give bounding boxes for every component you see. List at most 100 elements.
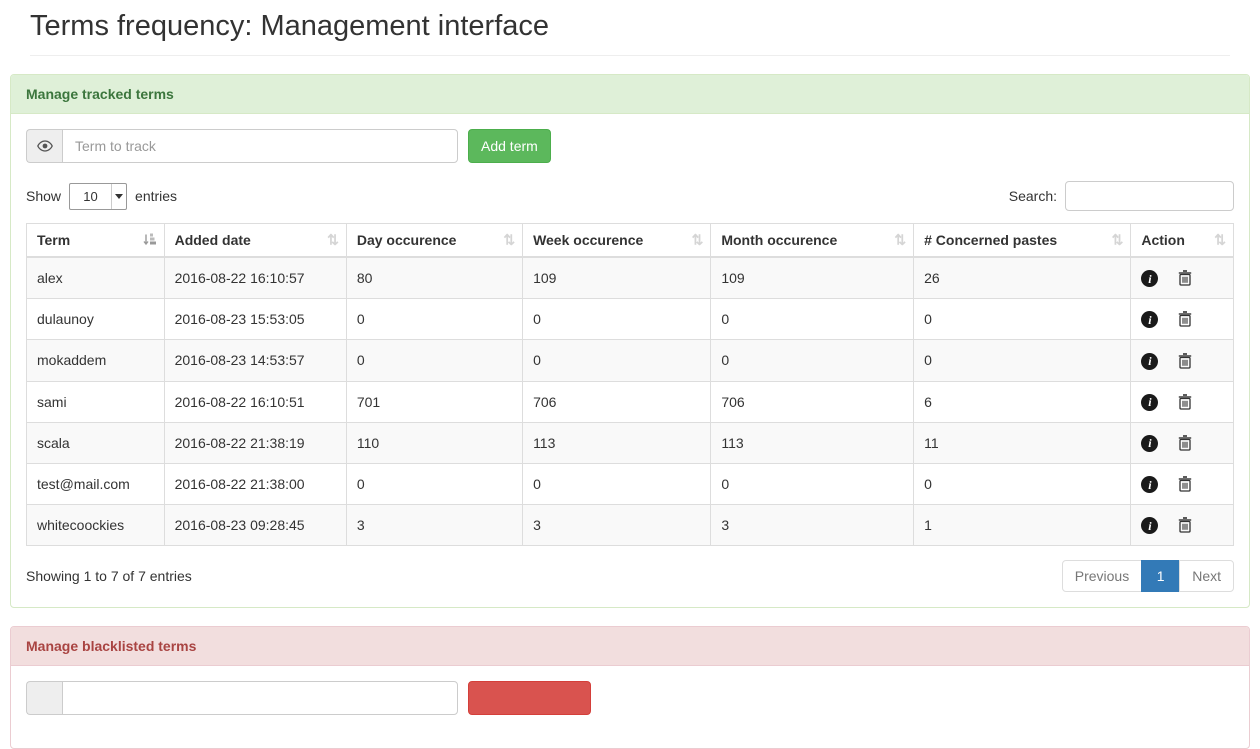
show-term-info-button[interactable] bbox=[1141, 352, 1158, 370]
blacklist-input-group bbox=[26, 681, 458, 715]
trash-icon bbox=[1178, 394, 1192, 410]
page-length-value: 10 bbox=[70, 184, 111, 209]
delete-term-button[interactable] bbox=[1178, 476, 1192, 492]
added-date-cell: 2016-08-22 16:10:51 bbox=[164, 381, 346, 422]
column-header-term[interactable]: Term bbox=[27, 224, 165, 258]
week-occurence-cell: 0 bbox=[523, 463, 711, 504]
table-info-text: Showing 1 to 7 of 7 entries bbox=[26, 568, 192, 584]
sort-asc-icon bbox=[143, 234, 157, 247]
column-header-action[interactable]: Action ⇅ bbox=[1131, 224, 1234, 258]
trash-icon bbox=[1178, 517, 1192, 533]
concerned-pastes-cell: 0 bbox=[914, 299, 1131, 340]
added-date-cell: 2016-08-22 21:38:19 bbox=[164, 422, 346, 463]
term-input-group bbox=[26, 129, 458, 163]
show-term-info-button[interactable] bbox=[1141, 311, 1158, 329]
action-cell bbox=[1131, 257, 1234, 299]
table-row: test@mail.com 2016-08-22 21:38:00 0 0 0 … bbox=[27, 463, 1234, 504]
week-occurence-cell: 706 bbox=[523, 381, 711, 422]
add-term-row: Add term bbox=[26, 129, 1234, 163]
column-header-concerned-pastes[interactable]: # Concerned pastes ⇅ bbox=[914, 224, 1131, 258]
term-cell: whitecoockies bbox=[27, 505, 165, 546]
table-row: alex 2016-08-22 16:10:57 80 109 109 26 bbox=[27, 257, 1234, 299]
info-icon bbox=[1141, 435, 1158, 452]
term-cell: test@mail.com bbox=[27, 463, 165, 504]
month-occurence-cell: 109 bbox=[711, 257, 914, 299]
tracked-terms-panel-heading: Manage tracked terms bbox=[11, 75, 1249, 114]
month-occurence-cell: 113 bbox=[711, 422, 914, 463]
day-occurence-cell: 0 bbox=[346, 340, 522, 381]
search-input[interactable] bbox=[1065, 181, 1234, 211]
add-blacklist-row bbox=[26, 681, 1234, 715]
show-term-info-button[interactable] bbox=[1141, 434, 1158, 452]
term-to-track-input[interactable] bbox=[62, 129, 458, 163]
term-cell: sami bbox=[27, 381, 165, 422]
datatable-toolbar: Show 10 entries Search: bbox=[26, 181, 1234, 211]
added-date-cell: 2016-08-22 21:38:00 bbox=[164, 463, 346, 504]
add-term-button[interactable]: Add term bbox=[468, 129, 551, 163]
added-date-cell: 2016-08-23 09:28:45 bbox=[164, 505, 346, 546]
day-occurence-cell: 80 bbox=[346, 257, 522, 299]
search-label: Search: bbox=[1009, 188, 1057, 204]
trash-icon bbox=[1178, 311, 1192, 327]
column-header-day-occurence[interactable]: Day occurence ⇅ bbox=[346, 224, 522, 258]
blacklist-term-input[interactable] bbox=[62, 681, 458, 715]
concerned-pastes-cell: 11 bbox=[914, 422, 1131, 463]
delete-term-button[interactable] bbox=[1178, 311, 1192, 327]
term-cell: dulaunoy bbox=[27, 299, 165, 340]
day-occurence-cell: 0 bbox=[346, 463, 522, 504]
show-term-info-button[interactable] bbox=[1141, 475, 1158, 493]
info-icon bbox=[1141, 270, 1158, 287]
day-occurence-cell: 701 bbox=[346, 381, 522, 422]
concerned-pastes-cell: 0 bbox=[914, 463, 1131, 504]
column-header-week-occurence[interactable]: Week occurence ⇅ bbox=[523, 224, 711, 258]
month-occurence-cell: 0 bbox=[711, 340, 914, 381]
week-occurence-cell: 0 bbox=[523, 340, 711, 381]
tracked-terms-table: Term Added date ⇅ bbox=[26, 223, 1234, 546]
blacklist-term-button[interactable] bbox=[468, 681, 591, 715]
blacklisted-terms-panel-heading: Manage blacklisted terms bbox=[11, 627, 1249, 666]
sort-icon: ⇅ bbox=[1214, 232, 1226, 249]
added-date-cell: 2016-08-22 16:10:57 bbox=[164, 257, 346, 299]
table-row: dulaunoy 2016-08-23 15:53:05 0 0 0 0 bbox=[27, 299, 1234, 340]
table-row: whitecoockies 2016-08-23 09:28:45 3 3 3 … bbox=[27, 505, 1234, 546]
sort-icon: ⇅ bbox=[692, 232, 704, 249]
trash-icon bbox=[1178, 270, 1192, 286]
delete-term-button[interactable] bbox=[1178, 517, 1192, 533]
term-cell: alex bbox=[27, 257, 165, 299]
delete-term-button[interactable] bbox=[1178, 394, 1192, 410]
page-length-select[interactable]: 10 bbox=[69, 183, 127, 210]
eye-icon bbox=[37, 140, 53, 152]
delete-term-button[interactable] bbox=[1178, 270, 1192, 286]
added-date-cell: 2016-08-23 14:53:57 bbox=[164, 340, 346, 381]
pagination-previous-button[interactable]: Previous bbox=[1062, 560, 1142, 592]
action-cell bbox=[1131, 463, 1234, 504]
pagination-page-1-button[interactable]: 1 bbox=[1141, 560, 1180, 592]
show-term-info-button[interactable] bbox=[1141, 393, 1158, 411]
trash-icon bbox=[1178, 353, 1192, 369]
delete-term-button[interactable] bbox=[1178, 353, 1192, 369]
delete-term-button[interactable] bbox=[1178, 435, 1192, 451]
entries-label: entries bbox=[135, 188, 177, 204]
column-header-added-date[interactable]: Added date ⇅ bbox=[164, 224, 346, 258]
action-cell bbox=[1131, 340, 1234, 381]
month-occurence-cell: 0 bbox=[711, 463, 914, 504]
day-occurence-cell: 3 bbox=[346, 505, 522, 546]
week-occurence-cell: 0 bbox=[523, 299, 711, 340]
term-cell: mokaddem bbox=[27, 340, 165, 381]
action-cell bbox=[1131, 381, 1234, 422]
page-title: Terms frequency: Management interface bbox=[30, 10, 1230, 43]
show-term-info-button[interactable] bbox=[1141, 517, 1158, 535]
pagination: Previous 1 Next bbox=[1062, 560, 1234, 592]
search-control: Search: bbox=[1009, 181, 1234, 211]
week-occurence-cell: 113 bbox=[523, 422, 711, 463]
blacklisted-terms-panel: Manage blacklisted terms bbox=[10, 626, 1250, 749]
month-occurence-cell: 0 bbox=[711, 299, 914, 340]
blacklist-icon-addon bbox=[26, 681, 62, 715]
column-header-month-occurence[interactable]: Month occurence ⇅ bbox=[711, 224, 914, 258]
blacklisted-terms-panel-body bbox=[11, 666, 1249, 748]
added-date-cell: 2016-08-23 15:53:05 bbox=[164, 299, 346, 340]
term-cell: scala bbox=[27, 422, 165, 463]
show-term-info-button[interactable] bbox=[1141, 269, 1158, 287]
show-label: Show bbox=[26, 188, 61, 204]
pagination-next-button[interactable]: Next bbox=[1179, 560, 1234, 592]
